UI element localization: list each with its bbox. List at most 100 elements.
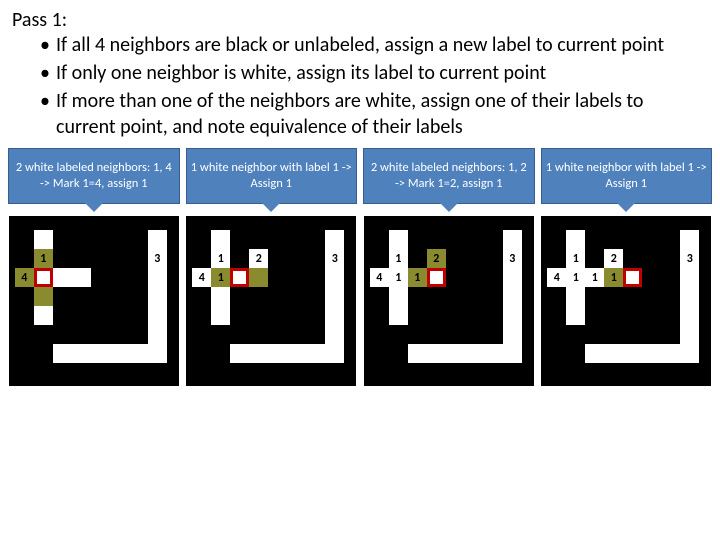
grid-cell	[566, 306, 585, 325]
panel-4: 1 white neighbor with label 1 -> Assign …	[541, 148, 713, 386]
grid-cell	[503, 306, 522, 325]
grid-cell	[211, 306, 230, 325]
grid-cell	[680, 287, 699, 306]
grid-cell	[427, 344, 446, 363]
grid-cell: 1	[211, 268, 230, 287]
grid-cell	[389, 287, 408, 306]
grid-cell	[148, 230, 167, 249]
grid-cell	[325, 230, 344, 249]
grid-cell: 1	[585, 268, 604, 287]
grid-cell	[503, 344, 522, 363]
grid-cell	[623, 344, 642, 363]
grid-cell	[34, 287, 53, 306]
grid-cell: 1	[34, 249, 53, 268]
grid-cell	[503, 325, 522, 344]
panel-caption: 1 white neighbor with label 1 -> Assign …	[186, 148, 358, 204]
focus-cell	[427, 268, 446, 287]
grid-cell	[306, 344, 325, 363]
bullet-list: If all 4 neighbors are black or unlabele…	[0, 32, 720, 140]
grid-diagram: 12 3 411	[364, 216, 534, 386]
grid-cell	[680, 230, 699, 249]
panel-2: 1 white neighbor with label 1 -> Assign …	[186, 148, 358, 386]
grid-cell: 2	[249, 249, 268, 268]
grid-cell	[325, 268, 344, 287]
grid-cell: 4	[547, 268, 566, 287]
grid-cell	[680, 306, 699, 325]
grid-cell	[325, 325, 344, 344]
slide-title: Pass 1:	[0, 0, 720, 32]
grid-diagram: 1234111	[541, 216, 711, 386]
grid-cell: 4	[370, 268, 389, 287]
panel-row: 2 white labeled neighbors: 1, 4 -> Mark …	[0, 142, 720, 386]
grid-diagram: 12 3 41	[186, 216, 356, 386]
bullet-item: If more than one of the neighbors are wh…	[40, 88, 700, 140]
focus-cell	[623, 268, 642, 287]
grid-cell	[446, 344, 465, 363]
grid-cell	[148, 344, 167, 363]
panel-3: 2 white labeled neighbors: 1, 2 -> Mark …	[363, 148, 535, 386]
grid-cell	[661, 344, 680, 363]
grid-cell	[34, 230, 53, 249]
grid-cell	[680, 325, 699, 344]
grid-cell: 3	[503, 249, 522, 268]
grid-cell	[680, 268, 699, 287]
grid-cell	[325, 287, 344, 306]
grid-cell	[249, 268, 268, 287]
panel-1: 2 white labeled neighbors: 1, 4 -> Mark …	[8, 148, 180, 386]
grid-cell	[642, 344, 661, 363]
grid-cell	[503, 230, 522, 249]
panel-caption: 2 white labeled neighbors: 1, 2 -> Mark …	[363, 148, 535, 204]
grid-cell: 1	[389, 268, 408, 287]
grid-cell	[129, 344, 148, 363]
grid-cell	[680, 344, 699, 363]
bullet-item: If only one neighbor is white, assign it…	[40, 60, 700, 86]
grid-cell	[148, 325, 167, 344]
grid-cell: 1	[389, 249, 408, 268]
grid-cell: 3	[680, 249, 699, 268]
grid-cell	[287, 344, 306, 363]
focus-cell	[230, 268, 249, 287]
grid-cell	[484, 344, 503, 363]
grid-cell	[325, 344, 344, 363]
grid-cell: 2	[604, 249, 623, 268]
grid-cell	[249, 344, 268, 363]
grid-cell	[268, 344, 287, 363]
grid-cell	[604, 344, 623, 363]
grid-cell: 1	[604, 268, 623, 287]
grid-cell	[566, 230, 585, 249]
grid-cell	[325, 306, 344, 325]
grid-cell	[148, 306, 167, 325]
grid-cell	[72, 268, 91, 287]
bullet-item: If all 4 neighbors are black or unlabele…	[40, 32, 700, 58]
grid-cell	[230, 344, 249, 363]
panel-caption: 2 white labeled neighbors: 1, 4 -> Mark …	[8, 148, 180, 204]
grid-cell: 1	[566, 249, 585, 268]
grid-cell	[566, 287, 585, 306]
grid-cell: 4	[192, 268, 211, 287]
focus-cell	[34, 268, 53, 287]
grid-cell	[211, 230, 230, 249]
panel-caption: 1 white neighbor with label 1 -> Assign …	[541, 148, 713, 204]
grid-cell: 3	[148, 249, 167, 268]
grid-cell: 2	[427, 249, 446, 268]
grid-cell	[408, 344, 427, 363]
grid-cell	[148, 268, 167, 287]
grid-cell: 3	[325, 249, 344, 268]
grid-cell	[34, 306, 53, 325]
grid-cell: 4	[15, 268, 34, 287]
grid-cell	[503, 287, 522, 306]
grid-cell	[53, 268, 72, 287]
grid-cell: 1	[408, 268, 427, 287]
grid-cell	[211, 287, 230, 306]
grid-cell	[389, 306, 408, 325]
grid-cell	[585, 344, 604, 363]
grid-cell	[91, 344, 110, 363]
grid-cell	[53, 344, 72, 363]
grid-cell	[110, 344, 129, 363]
grid-cell: 1	[566, 268, 585, 287]
grid-cell	[503, 268, 522, 287]
grid-diagram: 1 3 4	[9, 216, 179, 386]
grid-cell: 1	[211, 249, 230, 268]
grid-cell	[148, 287, 167, 306]
grid-cell	[72, 344, 91, 363]
